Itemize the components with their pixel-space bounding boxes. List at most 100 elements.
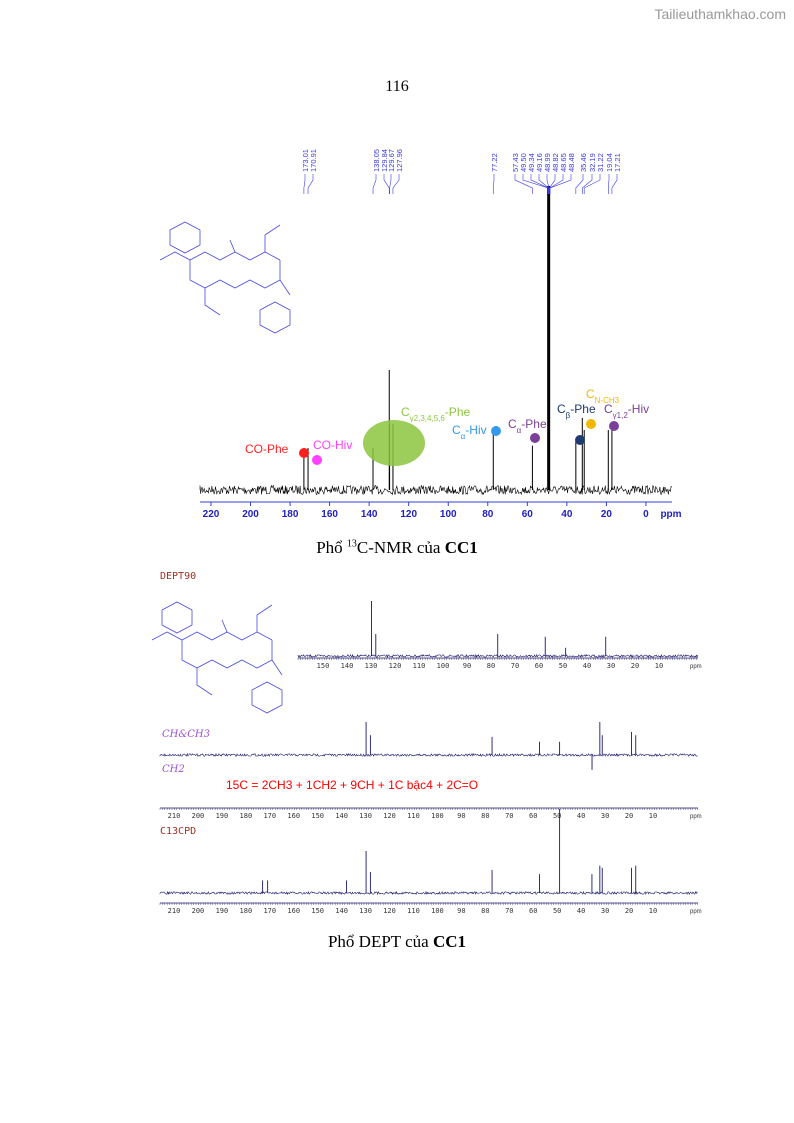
x-tick-label: 20 — [625, 812, 633, 820]
peak-value-label: 57.43 — [511, 153, 520, 172]
x-axis-unit: ppm — [690, 664, 702, 670]
x-tick-label: 10 — [655, 662, 663, 670]
peak-label-leader — [549, 174, 572, 194]
x-tick-label: 30 — [601, 907, 609, 915]
x-tick-label: 100 — [440, 509, 457, 520]
x-tick-label: 20 — [625, 907, 633, 915]
assignment-marker — [491, 426, 501, 436]
peak-value-label: 138.05 — [372, 149, 381, 172]
x-tick-label: 120 — [400, 509, 417, 520]
x-tick-label: 220 — [203, 509, 220, 520]
peak-value-label: 32.19 — [588, 153, 597, 172]
peak-value-label: 170.91 — [309, 149, 318, 172]
x-tick-label: 0 — [643, 509, 649, 520]
x-tick-label: 80 — [487, 662, 495, 670]
x-tick-label: 40 — [577, 812, 585, 820]
molecule-structure-drawings — [151, 221, 291, 714]
carbon-count-formula: 15C = 2CH3 + 1CH2 + 9CH + 1C bậc4 + 2C=O — [226, 778, 479, 792]
assignment-marker — [586, 419, 596, 429]
peak-value-label: 49.16 — [535, 153, 544, 172]
bond-line — [159, 251, 281, 261]
x-tick-label: 150 — [311, 907, 324, 915]
peak-label-leader — [575, 174, 584, 194]
aromatic-region-highlight — [363, 420, 425, 466]
x-tick-label: 10 — [649, 812, 657, 820]
caption-compound: CC1 — [444, 538, 478, 557]
bond-line — [221, 619, 228, 633]
x-tick-label: 40 — [577, 907, 585, 915]
x-tick-label: 120 — [383, 907, 396, 915]
peak-value-label: 35.46 — [579, 153, 588, 172]
peak-label-leader — [583, 174, 601, 194]
peak-label-leader — [514, 174, 533, 194]
baseline-noise — [159, 752, 698, 758]
assignment-label: Cγ1,2-Hiv — [604, 402, 649, 420]
x-tick-label: 120 — [383, 812, 396, 820]
x-tick-label: 160 — [287, 907, 300, 915]
x-tick-label: 130 — [365, 662, 378, 670]
assignment-label: Cα-Phe — [508, 417, 547, 435]
assignment-marker — [575, 435, 585, 445]
peak-label-leader — [546, 174, 550, 194]
bond-line — [256, 604, 273, 632]
x-tick-label: 30 — [607, 662, 615, 670]
assignment-marker — [530, 433, 540, 443]
x-tick-label: 70 — [511, 662, 519, 670]
x-tick-label: 160 — [321, 509, 338, 520]
x-tick-label: 60 — [522, 509, 534, 520]
watermark: Tailieuthamkhao.com — [654, 6, 786, 22]
baseline-noise — [297, 653, 698, 659]
x-tick-label: 170 — [263, 812, 276, 820]
page-number: 116 — [385, 78, 409, 95]
bond-line — [204, 288, 221, 316]
x-tick-label: 200 — [192, 907, 205, 915]
peak-value-label: 19.04 — [605, 153, 614, 172]
assignment-label: CO-Hiv — [313, 438, 352, 452]
x-tick-label: 60 — [529, 812, 537, 820]
x-tick-label: 140 — [341, 662, 354, 670]
bond-line — [229, 239, 236, 253]
peak-label-leader — [492, 174, 495, 194]
x-tick-label: 100 — [431, 907, 444, 915]
x-tick-label: 210 — [168, 812, 181, 820]
assignment-label: Cα-Hiv — [452, 423, 487, 441]
peak-value-label: 77.22 — [490, 153, 499, 172]
peak-value-label: 17.21 — [613, 153, 622, 172]
x-tick-label: 50 — [553, 812, 561, 820]
peak-value-label: 173.01 — [301, 149, 310, 172]
bond-line — [151, 631, 273, 641]
peak-value-label: 127.96 — [395, 149, 404, 172]
peak-label-leader — [607, 174, 610, 194]
bond-line — [161, 601, 193, 634]
peak-label-leader — [530, 174, 549, 194]
peak-label-leader — [522, 174, 549, 194]
assignment-label: Cβ-Phe — [557, 402, 596, 420]
peak-label-leader — [383, 174, 390, 194]
figure2-caption: Phổ DEPT của CC1 — [0, 932, 794, 952]
x-tick-label: 120 — [389, 662, 402, 670]
c13cpd-label: C13CPD — [160, 826, 197, 837]
peak-value-label: 129.84 — [380, 149, 389, 172]
caption-text: C-NMR của — [356, 538, 445, 557]
ch-ch3-label: CH&CH3 — [162, 729, 211, 740]
peak-label-leader — [538, 174, 550, 194]
baseline-noise — [159, 890, 698, 896]
bond-line — [196, 668, 213, 696]
peak-label-leader — [389, 174, 392, 194]
caption-compound: CC1 — [432, 932, 467, 951]
x-tick-label: 160 — [287, 812, 300, 820]
x-tick-label: 180 — [282, 509, 299, 520]
x-tick-label: 80 — [481, 907, 489, 915]
x-tick-label: 110 — [407, 812, 420, 820]
bond-line — [259, 301, 291, 334]
x-tick-label: 60 — [529, 907, 537, 915]
peak-value-label: 31.22 — [596, 153, 605, 172]
x-tick-label: 90 — [457, 812, 465, 820]
x-tick-label: 90 — [457, 907, 465, 915]
baseline-noise — [199, 484, 672, 496]
bond-line — [271, 659, 283, 676]
bond-line — [181, 640, 273, 669]
bond-line — [189, 260, 281, 289]
x-tick-label: 90 — [463, 662, 471, 670]
peak-value-label: 48.82 — [551, 153, 560, 172]
